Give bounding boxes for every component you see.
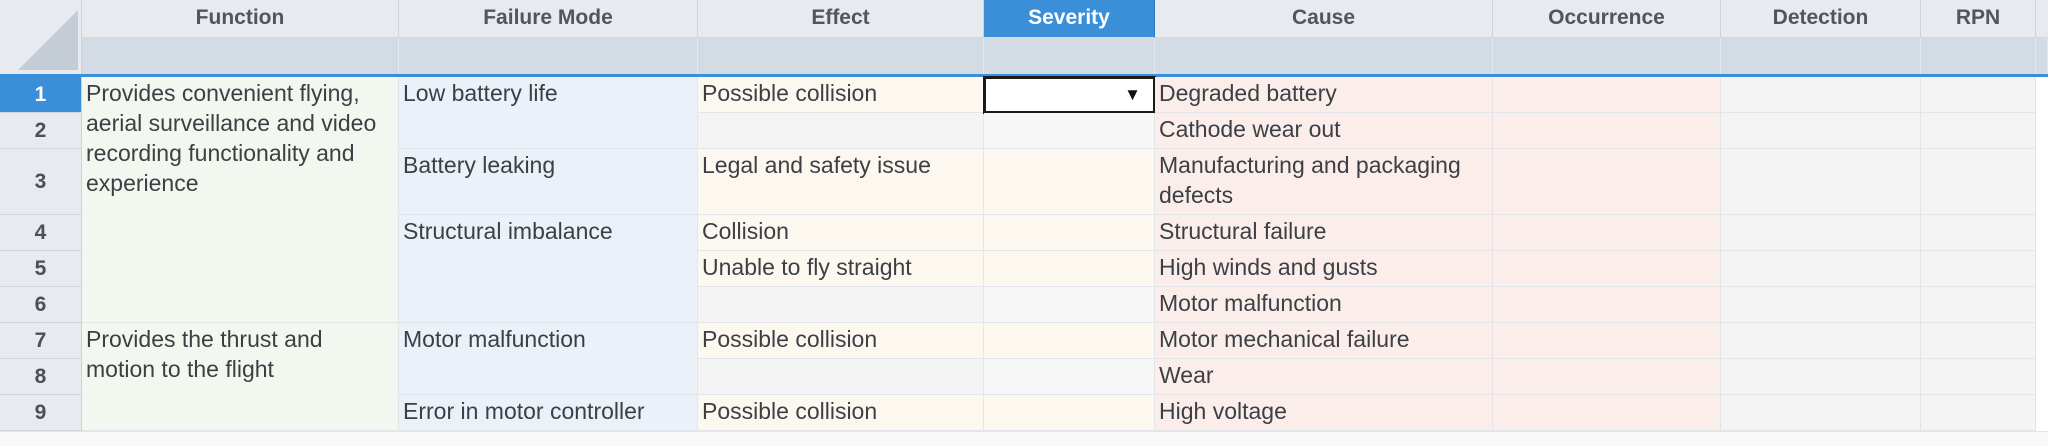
column-header-occurrence[interactable]: Occurrence xyxy=(1493,0,1721,38)
severity-cell[interactable] xyxy=(984,215,1155,251)
occurrence-cell[interactable] xyxy=(1493,113,1721,149)
column-header-effect[interactable]: Effect xyxy=(698,0,984,38)
failure-mode-cell[interactable]: Low battery life xyxy=(399,77,698,149)
filter-cell-rpn[interactable] xyxy=(1921,38,2036,74)
row-header-6[interactable]: 6 xyxy=(0,287,82,323)
effect-cell[interactable]: Collision xyxy=(698,215,984,251)
occurrence-cell[interactable] xyxy=(1493,149,1721,215)
effect-cell-empty[interactable] xyxy=(698,287,984,323)
corner-triangle-icon xyxy=(18,10,78,70)
column-header-detection[interactable]: Detection xyxy=(1721,0,1921,38)
occurrence-cell[interactable] xyxy=(1493,251,1721,287)
row-header-5[interactable]: 5 xyxy=(0,251,82,287)
sheet-bottom-area xyxy=(0,431,2048,446)
effect-cell[interactable]: Unable to fly straight xyxy=(698,251,984,287)
function-cell[interactable]: Provides the thrust and motion to the fl… xyxy=(82,323,399,431)
row-header-1[interactable]: 1 xyxy=(0,77,82,113)
column-header-blank xyxy=(2036,0,2048,38)
detection-cell[interactable] xyxy=(1721,359,1921,395)
detection-cell[interactable] xyxy=(1721,251,1921,287)
row-header-4[interactable]: 4 xyxy=(0,215,82,251)
row-header-9[interactable]: 9 xyxy=(0,395,82,431)
rpn-cell[interactable] xyxy=(1921,395,2036,431)
severity-cell[interactable] xyxy=(984,395,1155,431)
filter-cell-cause[interactable] xyxy=(1155,38,1493,74)
severity-cell[interactable] xyxy=(984,251,1155,287)
detection-cell[interactable] xyxy=(1721,215,1921,251)
severity-cell[interactable] xyxy=(984,359,1155,395)
column-header-rpn[interactable]: RPN xyxy=(1921,0,2036,38)
detection-cell[interactable] xyxy=(1721,77,1921,113)
filter-cell-severity[interactable] xyxy=(984,38,1155,74)
severity-dropdown[interactable]: ▼ xyxy=(983,76,1156,114)
effect-cell[interactable]: Possible collision xyxy=(698,323,984,359)
rpn-cell[interactable] xyxy=(1921,359,2036,395)
cause-cell[interactable]: Manufacturing and packaging defects xyxy=(1155,149,1493,215)
occurrence-cell[interactable] xyxy=(1493,287,1721,323)
column-header-failure-mode[interactable]: Failure Mode xyxy=(399,0,698,38)
filter-cell-effect[interactable] xyxy=(698,38,984,74)
occurrence-cell[interactable] xyxy=(1493,395,1721,431)
detection-cell[interactable] xyxy=(1721,323,1921,359)
occurrence-cell[interactable] xyxy=(1493,77,1721,113)
filter-cell-detection[interactable] xyxy=(1721,38,1921,74)
cause-cell[interactable]: High voltage xyxy=(1155,395,1493,431)
column-header-function[interactable]: Function xyxy=(82,0,399,38)
filter-cell-occurrence[interactable] xyxy=(1493,38,1721,74)
cause-cell[interactable]: Degraded battery xyxy=(1155,77,1493,113)
rpn-cell[interactable] xyxy=(1921,113,2036,149)
detection-cell[interactable] xyxy=(1721,287,1921,323)
rpn-cell[interactable] xyxy=(1921,251,2036,287)
cause-cell[interactable]: Motor malfunction xyxy=(1155,287,1493,323)
effect-cell[interactable]: Possible collision xyxy=(698,77,984,113)
occurrence-cell[interactable] xyxy=(1493,215,1721,251)
cause-cell[interactable]: High winds and gusts xyxy=(1155,251,1493,287)
cause-cell[interactable]: Motor mechanical failure xyxy=(1155,323,1493,359)
row-header-8[interactable]: 8 xyxy=(0,359,82,395)
filter-cell-blank xyxy=(2036,38,2048,74)
severity-cell[interactable] xyxy=(984,287,1155,323)
failure-mode-cell[interactable]: Structural imbalance xyxy=(399,215,698,323)
detection-cell[interactable] xyxy=(1721,149,1921,215)
rpn-cell[interactable] xyxy=(1921,215,2036,251)
filter-cell-function[interactable] xyxy=(82,38,399,74)
effect-cell-empty[interactable] xyxy=(698,113,984,149)
column-header-cause[interactable]: Cause xyxy=(1155,0,1493,38)
column-header-severity[interactable]: Severity xyxy=(984,0,1155,38)
occurrence-cell[interactable] xyxy=(1493,323,1721,359)
rpn-cell[interactable] xyxy=(1921,149,2036,215)
occurrence-cell[interactable] xyxy=(1493,359,1721,395)
failure-mode-cell[interactable]: Error in motor controller xyxy=(399,395,698,431)
header-separator-line xyxy=(0,74,2048,77)
select-all-corner[interactable] xyxy=(0,0,82,74)
failure-mode-cell[interactable]: Motor malfunction xyxy=(399,323,698,395)
row-header-3[interactable]: 3 xyxy=(0,149,82,215)
row-header-2[interactable]: 2 xyxy=(0,113,82,149)
severity-cell[interactable] xyxy=(984,113,1155,149)
severity-cell[interactable] xyxy=(984,323,1155,359)
detection-cell[interactable] xyxy=(1721,113,1921,149)
cause-cell[interactable]: Cathode wear out xyxy=(1155,113,1493,149)
effect-cell-empty[interactable] xyxy=(698,359,984,395)
function-cell[interactable]: Provides convenient flying, aerial surve… xyxy=(82,77,399,323)
rpn-cell[interactable] xyxy=(1921,287,2036,323)
cause-cell[interactable]: Structural failure xyxy=(1155,215,1493,251)
effect-cell[interactable]: Possible collision xyxy=(698,395,984,431)
row-header-7[interactable]: 7 xyxy=(0,323,82,359)
filter-cell-failure-mode[interactable] xyxy=(399,38,698,74)
failure-mode-cell[interactable]: Battery leaking xyxy=(399,149,698,215)
severity-cell[interactable] xyxy=(984,149,1155,215)
effect-cell[interactable]: Legal and safety issue xyxy=(698,149,984,215)
rpn-cell[interactable] xyxy=(1921,323,2036,359)
rpn-cell[interactable] xyxy=(1921,77,2036,113)
cause-cell[interactable]: Wear xyxy=(1155,359,1493,395)
dropdown-arrow-icon[interactable]: ▼ xyxy=(1124,85,1141,104)
detection-cell[interactable] xyxy=(1721,395,1921,431)
